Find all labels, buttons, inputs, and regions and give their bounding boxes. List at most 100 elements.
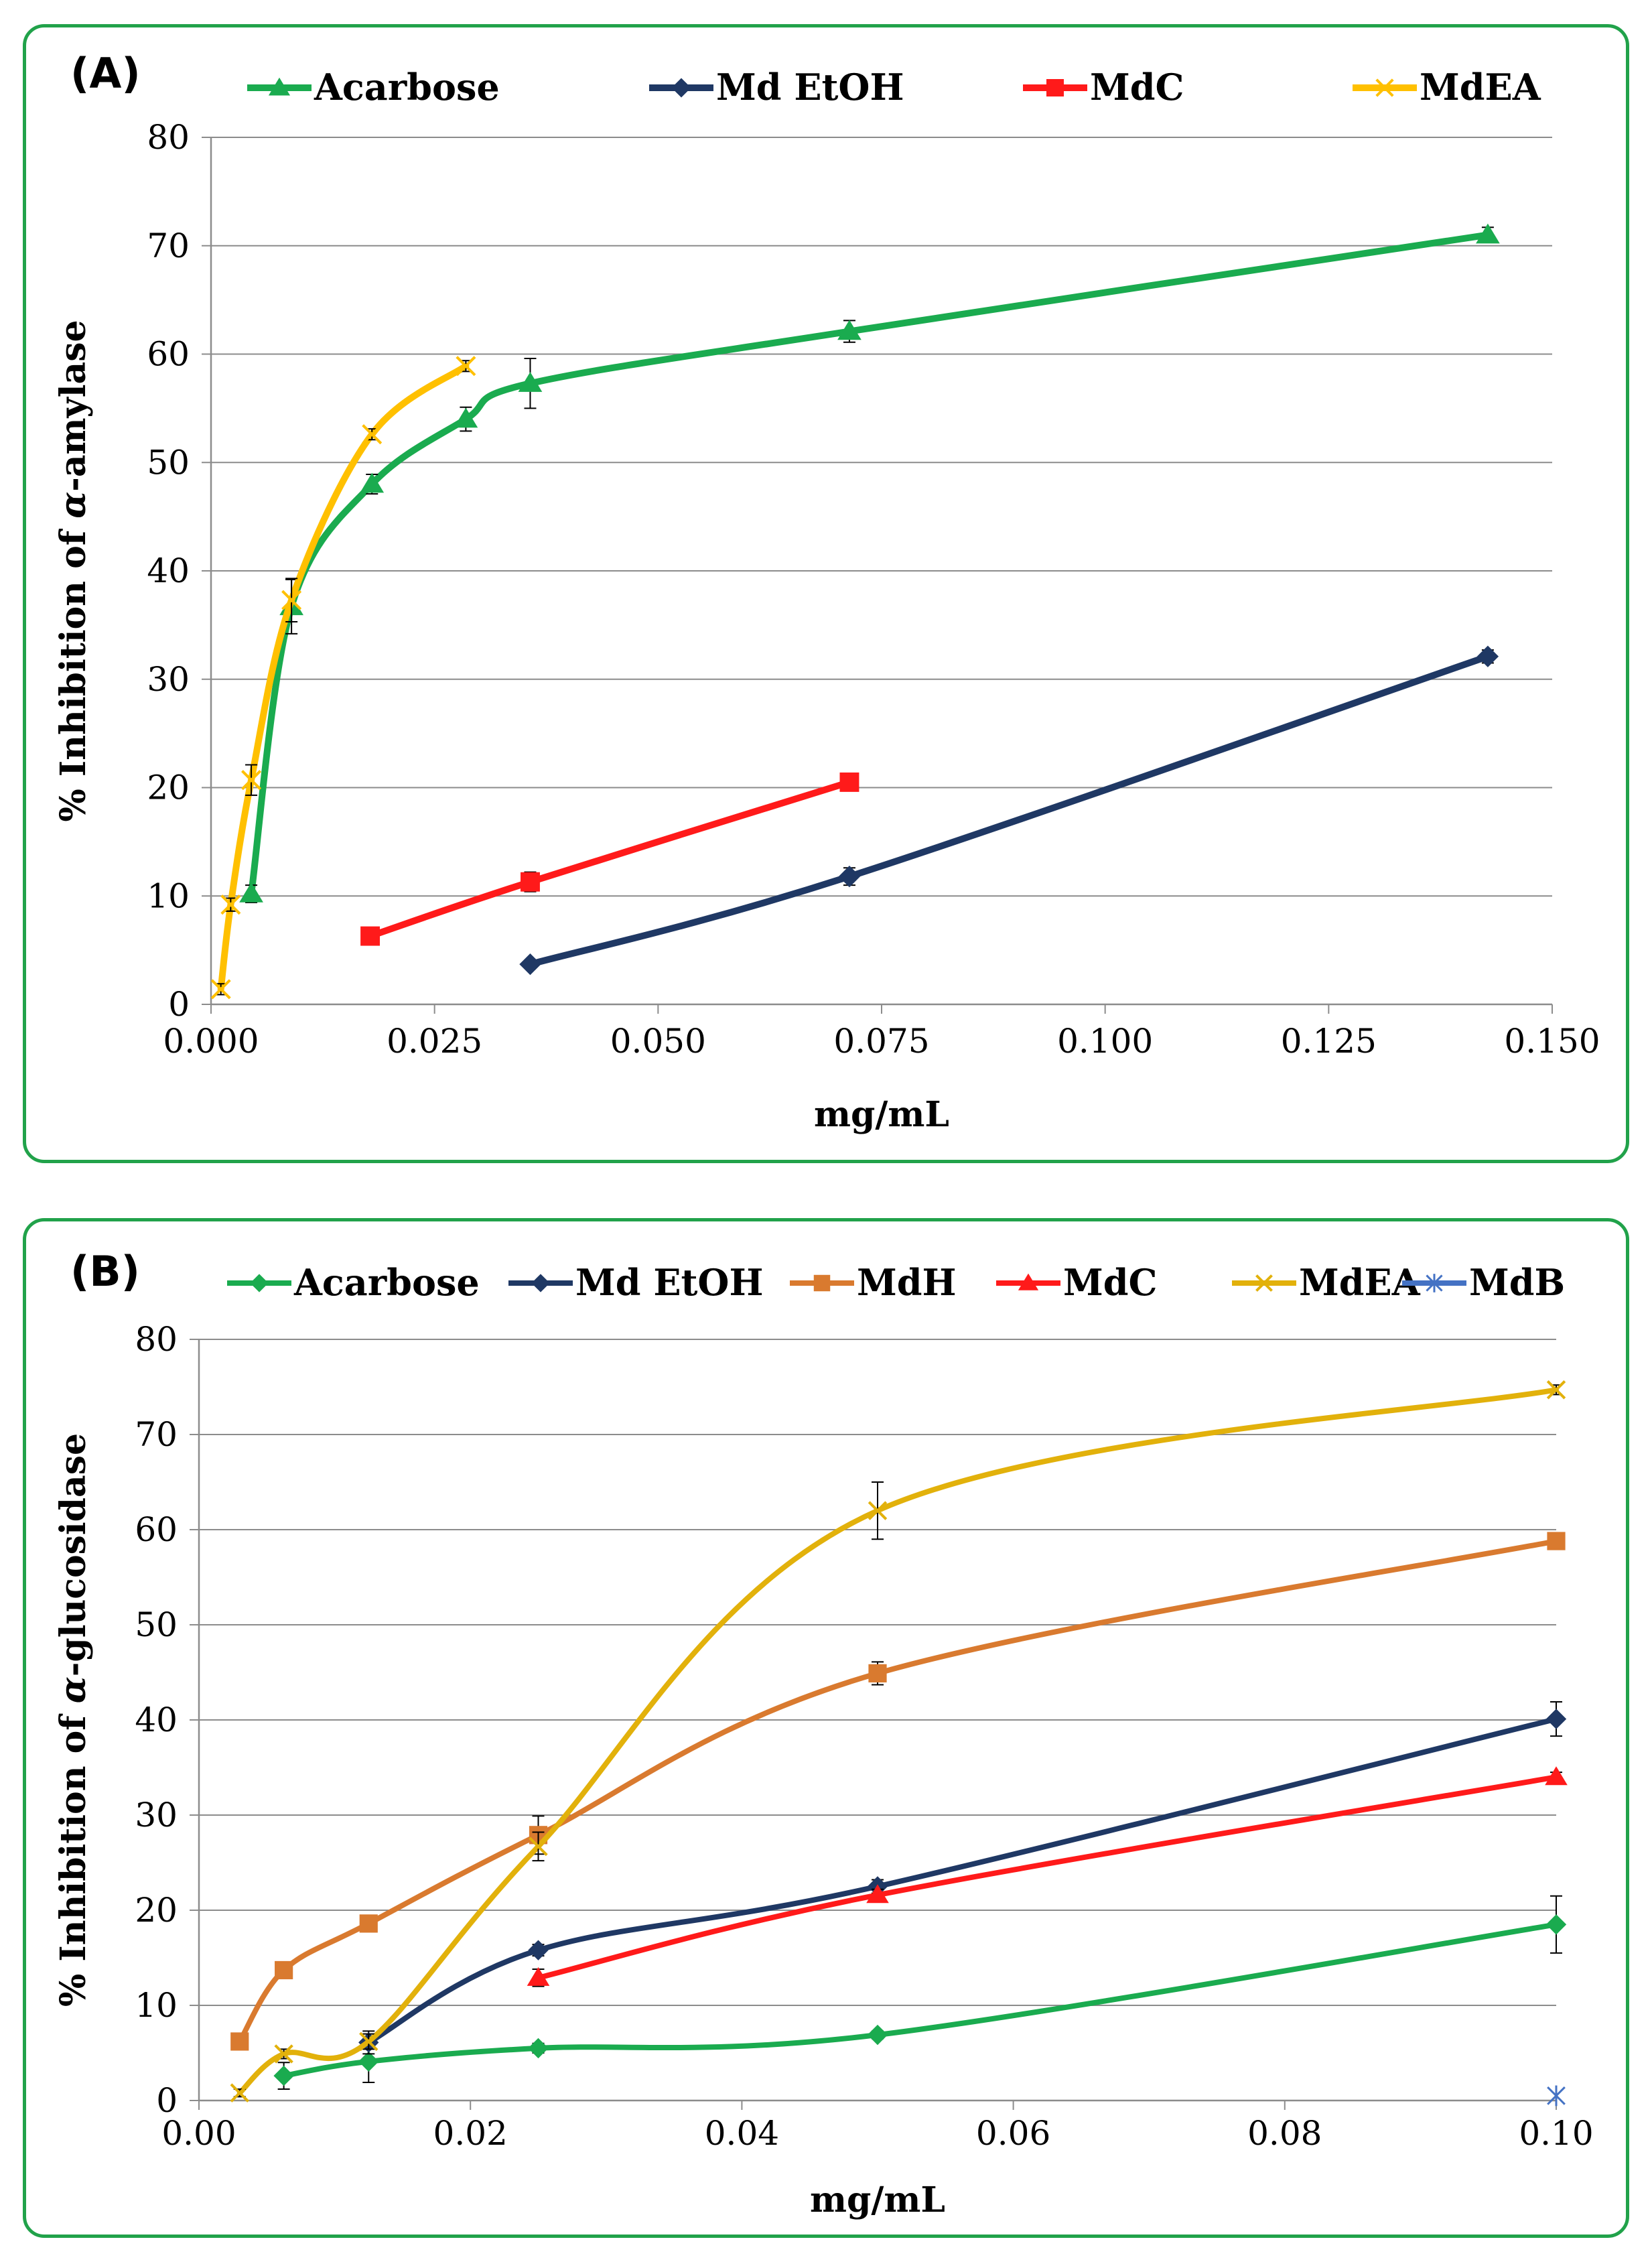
glucosidase-chart: 0 10 20 30 40 50 60 70 80 0.00 0.02 0.04 0.06 0.08 0.1… — [53, 1247, 1594, 2220]
chart-a-legend-item-mdea-label: MdEA — [1420, 66, 1541, 109]
chart-b-series-mdh-point-1 — [275, 1960, 293, 1980]
chart-a-series-md-etoh-point-1 — [838, 865, 861, 888]
chart-a-y-tick-label-7: 70 — [147, 226, 190, 265]
chart-b-series-mdea-point-0 — [230, 2083, 249, 2103]
chart-a-y-axis-label-greek: α — [53, 492, 94, 519]
chart-a-y-tick-label-1: 10 — [147, 876, 190, 915]
chart-b-series-md-etoh-point-3 — [1545, 1709, 1567, 1729]
chart-b-series-mdea-point-1 — [274, 2044, 293, 2064]
chart-a-legend-item-md-etoh: Md EtOH — [649, 66, 904, 109]
chart-b-y-tick-label-4: 40 — [135, 1701, 178, 1739]
chart-a-series-mdc-point-2 — [839, 772, 859, 792]
chart-b-series-mdb — [1547, 2085, 1566, 2107]
chart-a-series-md-etoh-point-2 — [1476, 645, 1499, 667]
chart-a-series-mdea-point-2 — [241, 770, 262, 791]
chart-b-series-mdea-point-1-stroke-2 — [274, 2044, 293, 2064]
chart-b-legend-item-mdb-label: MdB — [1469, 1261, 1565, 1304]
chart-b-series-mdea-point-2-stroke-2 — [359, 2031, 378, 2052]
chart-b-series-mdea-point-4 — [868, 1501, 888, 1520]
chart-a-series-md-etoh — [519, 645, 1499, 976]
chart-b-y-axis-label-greek: α — [53, 1676, 94, 1703]
chart-b-series-mdea — [230, 1380, 1566, 2103]
chart-a-x-tick-label-0: 0.000 — [163, 1022, 259, 1061]
chart-b-series-md-etoh-line — [366, 1716, 1559, 2046]
chart-b-legend-item-acarbose-marker — [250, 1274, 269, 1292]
chart-a-series-mdc — [360, 772, 859, 946]
chart-b-series-mdea-point-5 — [1546, 1380, 1566, 1400]
chart-a-legend-item-acarbose: Acarbose — [247, 66, 500, 109]
chart-b-series-mdc — [527, 1766, 1568, 1987]
chart-a-legend-item-mdc-label: MdC — [1090, 66, 1184, 109]
chart-a-series-mdc-line — [366, 779, 853, 940]
chart-a-series-mdc-point-1 — [521, 872, 540, 892]
chart-a-series-mdea-point-4-stroke-2 — [362, 424, 383, 445]
chart-b-y-axis-label-prefix: % Inhibition of — [53, 1703, 94, 2007]
chart-b-y-axis-label-suffix: -glucosidase — [53, 1433, 94, 1676]
chart-b-series-mdh-point-2 — [359, 1914, 378, 1933]
chart-b-y-tick-label-7: 70 — [135, 1415, 178, 1454]
chart-b-y-tick-label-1: 10 — [135, 1986, 178, 2025]
chart-b-series-acarbose-line — [281, 1922, 1559, 2079]
chart-b-series-acarbose-point-3 — [867, 2024, 888, 2046]
chart-b-series-mdea-point-2 — [359, 2031, 378, 2052]
chart-b-legend: Acarbose Md EtOH MdH MdC MdEA MdB — [227, 1261, 1565, 1304]
chart-b-series-acarbose-point-0 — [273, 2065, 294, 2086]
chart-b-panel-label: (B) — [70, 1247, 140, 1296]
chart-a-legend: Acarbose Md EtOH MdC MdEA — [247, 66, 1541, 109]
chart-b-y-axis-label: % Inhibition of α-glucosidase — [53, 1433, 94, 2007]
chart-b-legend-item-md-etoh-label: Md EtOH — [575, 1261, 764, 1304]
chart-a-series-acarbose — [239, 223, 1500, 903]
chart-b-x-tick-label-5: 0.10 — [1519, 2114, 1593, 2153]
chart-b-legend-item-mdc: MdC — [996, 1261, 1158, 1304]
chart-b-y-tick-label-2: 20 — [135, 1891, 178, 1930]
chart-b-legend-item-mdh-marker — [813, 1274, 831, 1292]
chart-b-legend-item-mdea: MdEA — [1232, 1261, 1421, 1304]
panel-a: 0 10 20 30 40 50 60 70 80 0.000 0.025 0.050 0.075 0.1… — [23, 24, 1629, 1163]
chart-b-legend-item-md-etoh: Md EtOH — [508, 1261, 764, 1304]
chart-a-series-mdea-point-0 — [210, 979, 231, 1000]
chart-a-x-tick-label-2: 0.050 — [610, 1022, 706, 1061]
chart-b-series-mdea-point-3 — [529, 1837, 548, 1857]
chart-b-y-tick-label-8: 80 — [135, 1320, 178, 1359]
chart-a-series-mdea-point-1 — [220, 894, 241, 915]
chart-a-series-acarbose-line — [248, 231, 1491, 898]
chart-b-legend-item-mdb-marker — [1426, 1274, 1443, 1292]
chart-a-series-mdc-point-0 — [360, 926, 381, 946]
chart-b-series-acarbose-point-4 — [1545, 1914, 1567, 1935]
chart-b-series-mdea-point-0-stroke-2 — [230, 2083, 249, 2103]
chart-a-series-mdea-point-0-stroke-2 — [210, 979, 231, 1000]
chart-b-legend-item-md-etoh-marker — [531, 1274, 550, 1292]
chart-a-legend-item-mdc: MdC — [1023, 66, 1184, 109]
chart-b-legend-item-mdea-marker — [1255, 1274, 1273, 1292]
chart-a-x-tick-label-5: 0.125 — [1281, 1022, 1377, 1061]
chart-b-x-tick-label-0: 0.00 — [161, 2114, 236, 2153]
chart-b-legend-item-mdea-marker-stroke-2 — [1255, 1274, 1273, 1292]
amylase-chart: 0 10 20 30 40 50 60 70 80 0.000 0.025 0.050 0.075 0.1… — [53, 49, 1600, 1135]
chart-a-panel-label: (A) — [70, 49, 141, 98]
chart-b-x-tick-label-4: 0.08 — [1247, 2114, 1322, 2153]
chart-b-series-mdc-point-2 — [1545, 1766, 1568, 1786]
chart-a-series-acarbose-point-2 — [360, 472, 385, 493]
chart-a-series-acarbose-point-0 — [239, 882, 263, 903]
chart-a-y-axis-label-suffix: -amylase — [53, 320, 94, 491]
chart-b-x-tick-label-1: 0.02 — [433, 2114, 508, 2153]
chart-b-series-mdc-point-0 — [527, 1967, 550, 1986]
chart-a-x-axis-label: mg/mL — [814, 1094, 949, 1135]
chart-b-series-md-etoh-point-1 — [528, 1940, 549, 1960]
chart-a-legend-item-md-etoh-marker — [671, 78, 691, 98]
chart-a-legend-item-mdea-marker-stroke-2 — [1375, 78, 1394, 97]
chart-a-gridlines — [211, 137, 1552, 1005]
chart-b-y-tick-label-6: 60 — [135, 1510, 178, 1549]
chart-b-series-mdc-point-1 — [866, 1884, 889, 1904]
chart-a-series-mdea-point-1-stroke-2 — [220, 894, 241, 915]
chart-b-series-mdc-line — [535, 1774, 1559, 1981]
chart-a-y-tick-label-6: 60 — [147, 335, 190, 374]
chart-a-series-acarbose-point-3 — [454, 407, 478, 428]
chart-a-y-tick-label-2: 20 — [147, 769, 190, 807]
chart-a-series-mdea-point-3-stroke-2 — [281, 590, 302, 610]
chart-a-x-tick-label-6: 0.150 — [1504, 1022, 1600, 1061]
chart-a-series-acarbose-point-4 — [518, 372, 543, 392]
chart-b-series-mdh-point-0 — [230, 2032, 249, 2051]
chart-b-series-mdh-point-5 — [1547, 1532, 1566, 1550]
chart-b-legend-item-mdea-label: MdEA — [1299, 1261, 1421, 1304]
